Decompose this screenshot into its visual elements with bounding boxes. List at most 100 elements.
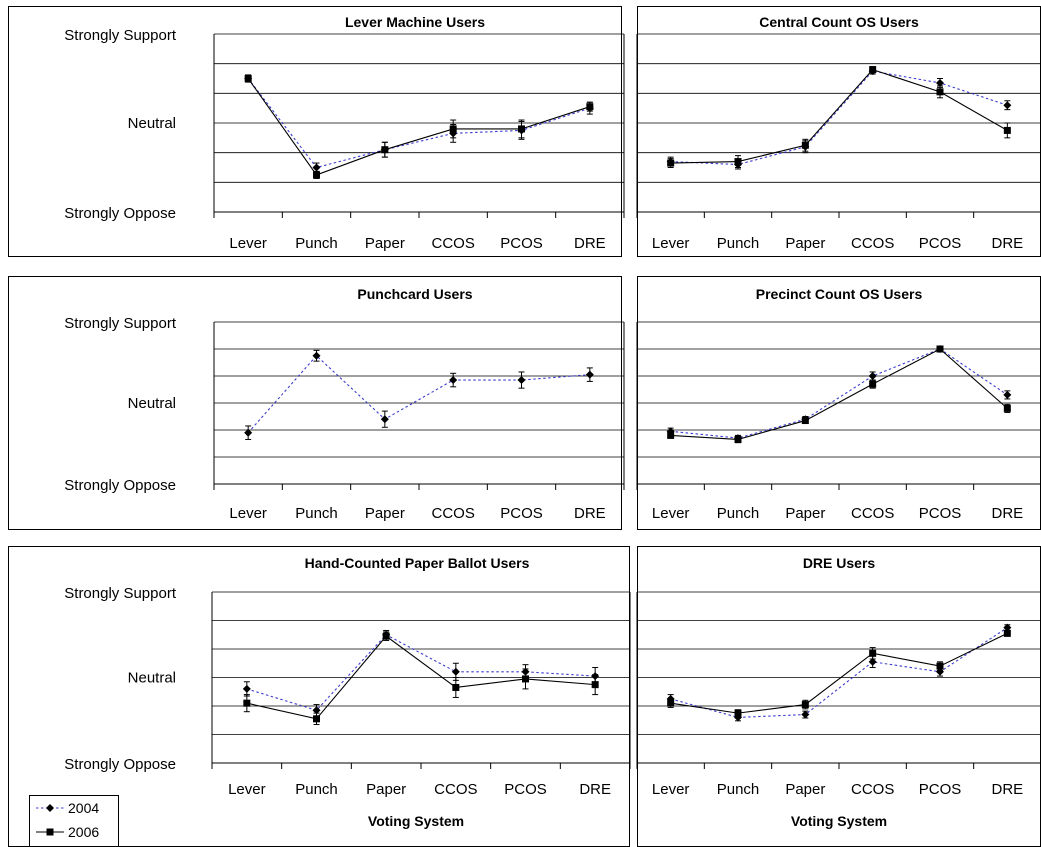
data-point-2006 — [734, 435, 742, 443]
x-tick-label: Punch — [295, 781, 338, 798]
x-tick-label: Paper — [785, 505, 825, 522]
data-point-2006 — [667, 431, 675, 439]
data-point-2006 — [586, 103, 594, 111]
series-2004 — [244, 349, 594, 440]
data-point-2004 — [449, 376, 458, 385]
data-point-2004 — [936, 78, 944, 87]
x-tick-label: Lever — [228, 781, 266, 798]
x-tick-label: DRE — [574, 505, 606, 522]
data-point-2006 — [869, 66, 877, 74]
data-point-2006 — [1003, 629, 1011, 637]
data-point-2006 — [591, 681, 599, 689]
data-point-2004 — [380, 415, 389, 424]
x-tick-label: PCOS — [500, 505, 543, 522]
x-tick-label: Punch — [717, 781, 760, 798]
chart-title: DRE Users — [803, 555, 876, 571]
data-point-2006 — [243, 699, 251, 707]
series-line-2006 — [670, 632, 1008, 714]
data-point-2004 — [312, 351, 321, 360]
chart-panel-1: Lever Machine Users Lever Punch Paper CCOS PC… — [8, 6, 625, 257]
legend-box — [29, 795, 119, 847]
data-point-2006 — [734, 158, 742, 166]
series-line-2006 — [670, 348, 1008, 441]
panel-border — [637, 6, 1041, 257]
x-tick-label: Paper — [365, 235, 405, 252]
x-tick-label: Lever — [229, 235, 267, 252]
chart-title: Precinct Count OS Users — [756, 286, 923, 302]
chart-panel-2: Central Count OS Users Lever Punch Paper CCO… — [636, 6, 1041, 257]
y-level-label: Strongly Oppose — [64, 756, 176, 773]
data-point-2006 — [936, 662, 944, 670]
chart-title: Lever Machine Users — [345, 14, 485, 30]
legend-label: 2004 — [68, 800, 99, 816]
x-tick-label: Paper — [785, 235, 825, 252]
x-tick-label: DRE — [991, 781, 1023, 798]
data-point-2006 — [449, 125, 457, 133]
x-tick-label: Punch — [717, 505, 760, 522]
y-level-label: Strongly Oppose — [64, 205, 176, 222]
data-point-2006 — [452, 683, 460, 691]
series-2006 — [667, 629, 1011, 718]
data-point-2004 — [868, 372, 877, 380]
x-tick-label: Punch — [295, 505, 338, 522]
data-point-2004 — [451, 667, 460, 676]
data-point-2004 — [244, 428, 253, 437]
data-point-2004 — [936, 667, 944, 676]
data-point-2006 — [936, 345, 944, 353]
data-point-2006 — [522, 675, 529, 683]
legend-marker-diamond — [46, 804, 54, 812]
data-point-2004 — [517, 376, 526, 385]
x-tick-label: DRE — [574, 235, 606, 252]
chart-panel-4: Precinct Count OS Users Lever Punch Paper CC… — [636, 276, 1041, 530]
x-tick-label: Lever — [652, 781, 690, 798]
x-tick-label: PCOS — [504, 781, 547, 798]
x-tick-label: CCOS — [851, 505, 894, 522]
data-point-2006 — [667, 159, 675, 167]
data-point-2006 — [313, 715, 320, 723]
data-point-2004 — [242, 684, 251, 693]
x-tick-label: Lever — [229, 505, 267, 522]
x-tick-label: CCOS — [431, 505, 474, 522]
x-tick-label: PCOS — [919, 781, 962, 798]
x-tick-label: Paper — [785, 781, 825, 798]
x-tick-label: Lever — [652, 235, 690, 252]
series-line-2004 — [670, 348, 1008, 439]
x-tick-label: PCOS — [919, 235, 962, 252]
data-point-2006 — [869, 649, 877, 657]
x-tick-label: DRE — [579, 781, 611, 798]
y-level-label: Neutral — [128, 395, 176, 412]
y-level-label: Neutral — [128, 115, 176, 132]
data-point-2006 — [936, 88, 944, 96]
series-line-2004 — [246, 634, 596, 711]
series-2006 — [243, 631, 599, 726]
legend-label: 2006 — [68, 824, 99, 840]
x-axis-title: Voting System — [791, 813, 887, 829]
series-2006 — [667, 66, 1011, 168]
x-tick-label: Punch — [717, 235, 760, 252]
series-2006 — [667, 345, 1011, 444]
y-level-label: Neutral — [128, 670, 176, 687]
data-point-2006 — [382, 632, 390, 640]
data-point-2006 — [869, 380, 877, 388]
data-point-2004 — [868, 657, 877, 666]
data-point-2006 — [1003, 126, 1011, 134]
x-tick-label: PCOS — [500, 235, 543, 252]
series-2006 — [244, 74, 594, 179]
data-point-2006 — [518, 125, 525, 133]
y-level-label: Strongly Oppose — [64, 477, 176, 494]
data-point-2006 — [801, 701, 809, 709]
x-tick-label: CCOS — [434, 781, 477, 798]
y-level-label: Strongly Support — [64, 27, 177, 44]
data-point-2004 — [1003, 623, 1012, 632]
chart-panel-3: Punchcard Users Lever Punch Paper CCOS PCOS DR… — [8, 276, 625, 530]
x-tick-label: CCOS — [851, 235, 894, 252]
x-tick-label: Paper — [366, 781, 406, 798]
legend: 2004 2006 — [29, 795, 119, 847]
x-tick-label: CCOS — [851, 781, 894, 798]
y-level-label: Strongly Support — [64, 585, 177, 602]
x-tick-label: CCOS — [431, 235, 474, 252]
data-point-2006 — [381, 146, 389, 154]
data-point-2004 — [1003, 390, 1012, 399]
x-tick-label: Lever — [652, 505, 690, 522]
